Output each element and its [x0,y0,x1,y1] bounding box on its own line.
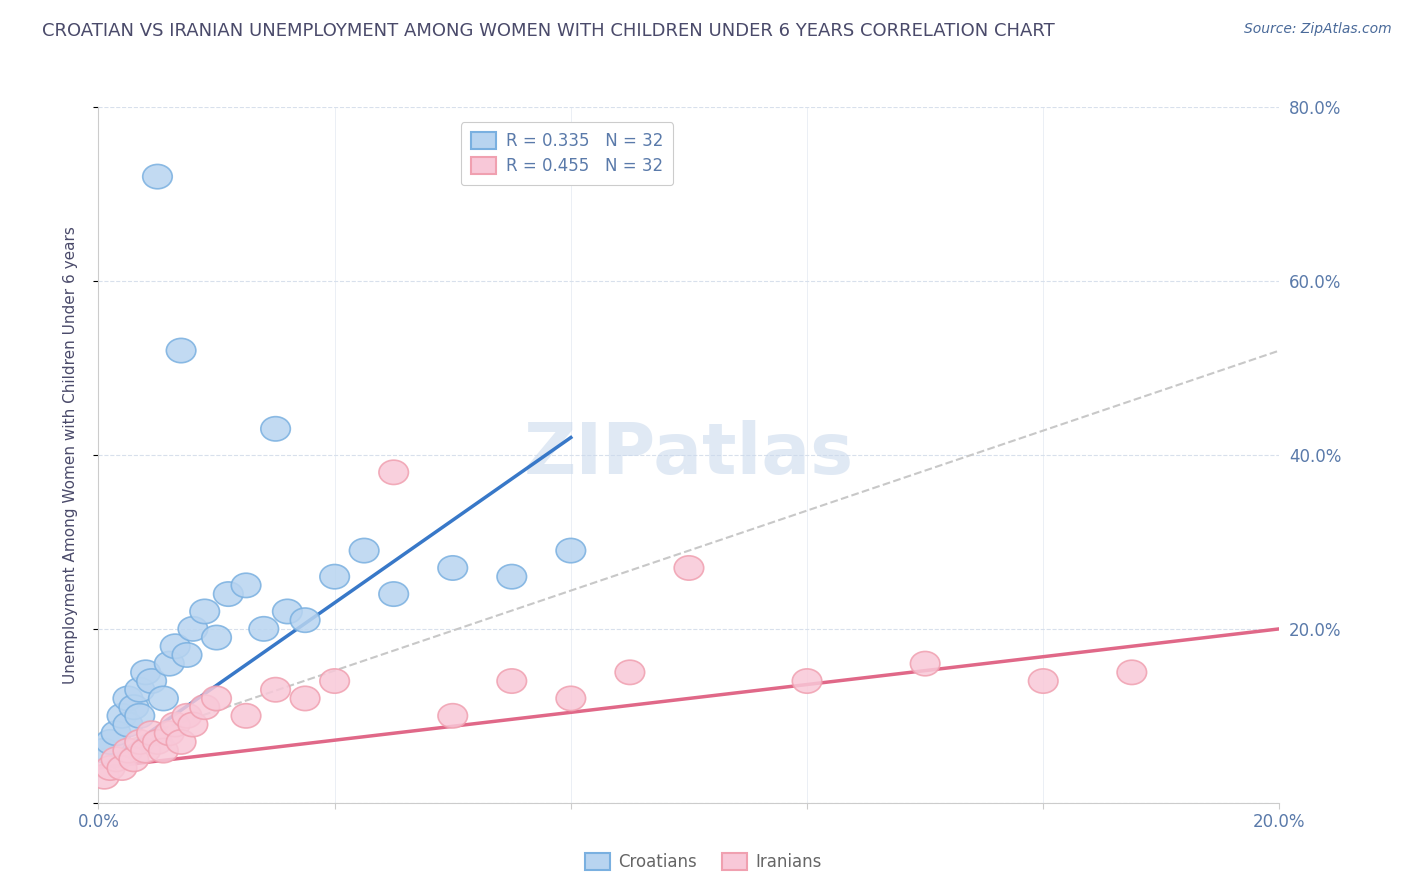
Ellipse shape [149,686,179,711]
Ellipse shape [557,686,586,711]
Text: Source: ZipAtlas.com: Source: ZipAtlas.com [1244,22,1392,37]
Ellipse shape [231,704,262,728]
Ellipse shape [107,704,136,728]
Ellipse shape [90,739,120,763]
Ellipse shape [114,739,143,763]
Ellipse shape [136,669,166,693]
Ellipse shape [291,608,321,632]
Ellipse shape [125,704,155,728]
Y-axis label: Unemployment Among Women with Children Under 6 years: Unemployment Among Women with Children U… [63,226,77,684]
Ellipse shape [214,582,243,607]
Ellipse shape [437,556,467,580]
Ellipse shape [143,164,173,189]
Ellipse shape [231,574,262,598]
Ellipse shape [172,643,202,667]
Ellipse shape [380,460,408,484]
Ellipse shape [125,678,155,702]
Ellipse shape [190,695,219,719]
Ellipse shape [131,660,160,684]
Ellipse shape [557,539,586,563]
Ellipse shape [136,721,166,746]
Ellipse shape [131,739,160,763]
Ellipse shape [498,565,527,589]
Text: CROATIAN VS IRANIAN UNEMPLOYMENT AMONG WOMEN WITH CHILDREN UNDER 6 YEARS CORRELA: CROATIAN VS IRANIAN UNEMPLOYMENT AMONG W… [42,22,1054,40]
Ellipse shape [291,686,321,711]
Ellipse shape [273,599,302,624]
Ellipse shape [155,721,184,746]
Ellipse shape [190,599,219,624]
Ellipse shape [149,739,179,763]
Ellipse shape [114,713,143,737]
Ellipse shape [125,730,155,754]
Ellipse shape [166,338,195,363]
Ellipse shape [262,678,290,702]
Ellipse shape [437,704,467,728]
Ellipse shape [172,704,202,728]
Ellipse shape [911,651,941,676]
Text: ZIPatlas: ZIPatlas [524,420,853,490]
Ellipse shape [101,747,131,772]
Ellipse shape [614,660,644,684]
Ellipse shape [792,669,821,693]
Ellipse shape [160,634,190,658]
Ellipse shape [96,730,125,754]
Ellipse shape [202,686,232,711]
Ellipse shape [155,651,184,676]
Ellipse shape [90,764,120,789]
Ellipse shape [120,747,149,772]
Ellipse shape [114,686,143,711]
Ellipse shape [380,582,408,607]
Ellipse shape [107,756,136,780]
Ellipse shape [179,713,208,737]
Ellipse shape [249,616,278,641]
Ellipse shape [101,721,131,746]
Ellipse shape [498,669,527,693]
Ellipse shape [202,625,232,649]
Ellipse shape [262,417,290,441]
Ellipse shape [321,669,349,693]
Ellipse shape [160,713,190,737]
Ellipse shape [349,539,378,563]
Ellipse shape [1029,669,1057,693]
Ellipse shape [1118,660,1146,684]
Ellipse shape [179,616,208,641]
Legend: R = 0.335   N = 32, R = 0.455   N = 32: R = 0.335 N = 32, R = 0.455 N = 32 [461,122,673,186]
Ellipse shape [166,730,195,754]
Legend: Croatians, Iranians: Croatians, Iranians [576,845,830,880]
Ellipse shape [143,730,173,754]
Ellipse shape [675,556,704,580]
Ellipse shape [321,565,349,589]
Ellipse shape [96,756,125,780]
Ellipse shape [120,695,149,719]
